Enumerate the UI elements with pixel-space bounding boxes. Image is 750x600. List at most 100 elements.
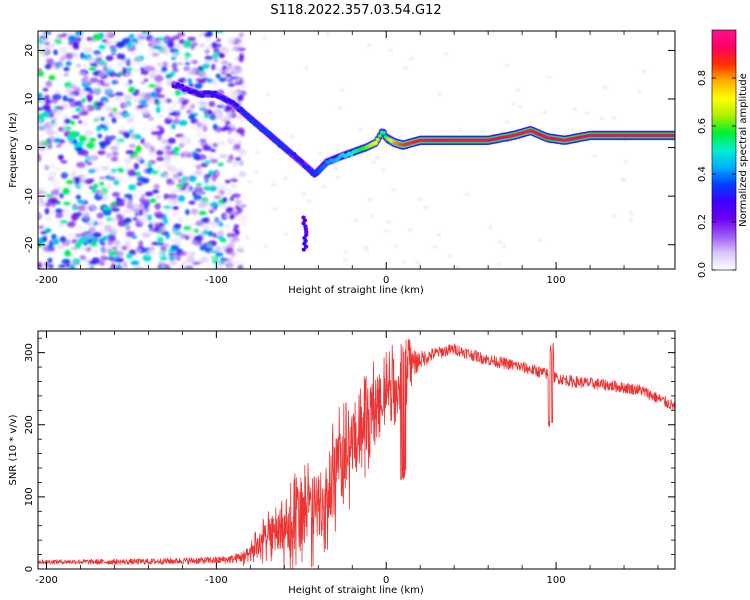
noise-cell (86, 156, 96, 163)
ridge-core (263, 128, 268, 133)
noise-cell (629, 211, 634, 215)
noise-cell (89, 242, 98, 247)
noise-cell (160, 98, 167, 105)
noise-cell (43, 99, 52, 104)
noise-cell (111, 226, 117, 234)
noise-cell (38, 68, 43, 73)
noise-cell (188, 114, 196, 120)
noise-cell (96, 221, 101, 226)
colorbar-tick-label: 0.6 (697, 118, 708, 134)
noise-cell (153, 183, 160, 190)
noise-cell (172, 173, 180, 180)
noise-cell (186, 104, 195, 109)
noise-cell (60, 160, 68, 164)
noise-cell (151, 52, 160, 58)
noise-cell (216, 184, 225, 190)
noise-cell (140, 70, 149, 75)
noise-cell (76, 161, 86, 168)
noise-cell (57, 109, 63, 117)
noise-cell (340, 88, 345, 92)
noise-cell (518, 105, 522, 109)
noise-cell (127, 169, 137, 177)
noise-cell (105, 107, 113, 111)
noise-cell (211, 42, 218, 49)
noise-cell (63, 73, 69, 77)
noise-cell (92, 231, 102, 238)
noise-cell (133, 162, 139, 170)
noise-cell (152, 45, 162, 50)
noise-cell (98, 70, 106, 77)
isolated-blob (301, 215, 306, 220)
noise-cell (75, 177, 80, 185)
noise-cell (52, 95, 59, 100)
noise-cell (620, 178, 625, 181)
noise-cell (202, 229, 209, 236)
noise-cell (58, 46, 68, 53)
noise-cell (266, 92, 271, 96)
noise-cell (153, 98, 159, 105)
noise-cell (99, 181, 105, 186)
noise-cell (271, 183, 276, 187)
noise-cell (409, 56, 414, 60)
noise-cell (114, 95, 123, 103)
noise-cell (230, 184, 237, 188)
noise-cell (171, 123, 176, 130)
noise-cell (186, 36, 197, 42)
noise-cell (69, 263, 76, 269)
ridge-core (234, 103, 240, 108)
noise-cell (158, 114, 164, 118)
noise-cell (154, 222, 161, 228)
noise-cell (208, 220, 217, 225)
noise-cell (67, 92, 76, 99)
noise-cell (205, 38, 211, 44)
noise-cell (114, 141, 122, 146)
noise-cell (103, 31, 112, 37)
snr-frame (37, 330, 676, 570)
noise-cell (79, 173, 88, 181)
noise-cell (226, 65, 234, 72)
noise-cell (150, 130, 160, 136)
noise-cell (194, 228, 199, 234)
noise-cell (75, 107, 82, 113)
noise-cell (38, 261, 43, 269)
noise-cell (109, 146, 119, 151)
noise-cell (289, 134, 294, 138)
noise-cell (233, 224, 240, 229)
noise-cell (180, 105, 185, 110)
ridge-core (208, 90, 213, 95)
noise-cell (101, 86, 106, 92)
noise-cell (229, 178, 238, 183)
noise-cell (83, 46, 94, 54)
noise-cell (177, 216, 184, 223)
noise-cell (59, 193, 64, 199)
noise-cell (415, 260, 420, 264)
noise-cell (98, 44, 107, 50)
x-tick-label: 0 (383, 575, 389, 586)
noise-cell (232, 46, 240, 52)
noise-cell (69, 84, 76, 90)
noise-cell (155, 106, 161, 114)
noise-cell (77, 120, 83, 124)
noise-cell (215, 252, 224, 257)
noise-cell (344, 250, 349, 254)
noise-cell (172, 67, 179, 73)
noise-cell (204, 222, 210, 229)
noise-cell (623, 160, 628, 164)
noise-cell (190, 208, 199, 215)
noise-cell (82, 63, 88, 70)
noise-cell (124, 241, 131, 249)
noise-cell (89, 62, 98, 67)
noise-cell (109, 216, 119, 223)
noise-cell (172, 118, 181, 125)
noise-cell (55, 144, 62, 148)
noise-cell (88, 226, 96, 233)
noise-cell (213, 108, 220, 115)
noise-cell (48, 171, 57, 179)
noise-cell (86, 141, 95, 149)
noise-cell (81, 42, 87, 50)
noise-cell (173, 147, 181, 151)
noise-cell (464, 193, 469, 196)
noise-cell (42, 103, 51, 110)
ridge-core (306, 165, 311, 170)
noise-cell (48, 196, 58, 203)
